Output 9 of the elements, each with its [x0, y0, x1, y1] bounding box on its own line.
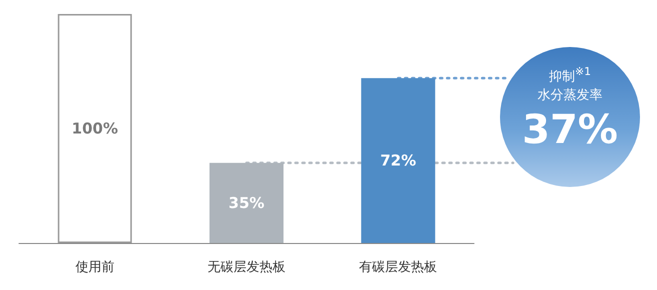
x-tick-label: 有碳层发热板 [359, 260, 438, 275]
text: 水分蒸发率 [536, 87, 604, 104]
text: 抑制$^{※1}$ [548, 65, 592, 86]
x-tick-label: 使用前 [75, 260, 114, 275]
data-label: 72% [380, 152, 416, 170]
x-tick-label: 无碳层发热板 [208, 260, 286, 275]
data-label: 35% [228, 194, 264, 212]
text: 37% [521, 106, 619, 156]
data-label: 100% [72, 120, 118, 138]
